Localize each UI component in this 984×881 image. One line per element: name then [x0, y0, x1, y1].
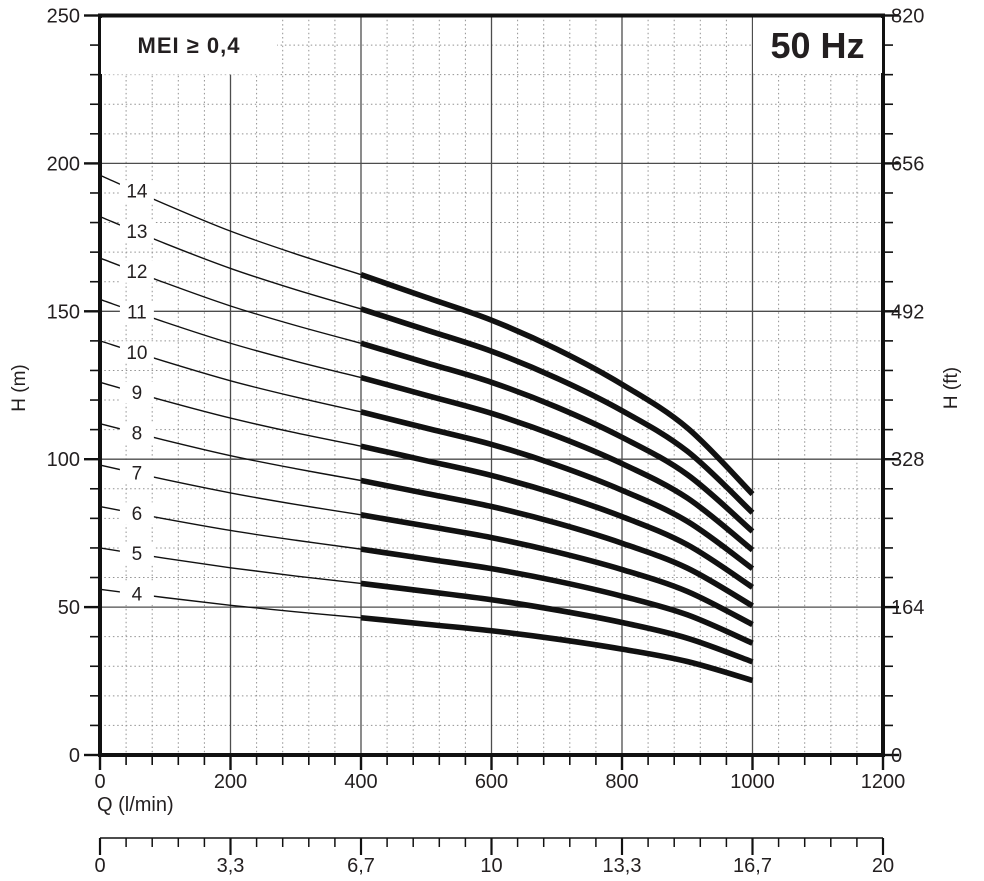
curve-5-stages-duty: [360, 580, 754, 665]
svg-text:13: 13: [126, 222, 147, 243]
svg-text:3,3: 3,3: [217, 855, 245, 877]
svg-text:10: 10: [126, 343, 147, 364]
svg-text:50: 50: [58, 597, 80, 619]
svg-text:9: 9: [132, 383, 143, 404]
curve-11-stages-duty: [360, 374, 755, 553]
svg-text:250: 250: [47, 6, 80, 28]
axis-ticks: [84, 14, 899, 770]
curve-10-stages-duty: [360, 409, 755, 571]
svg-text:200: 200: [47, 153, 80, 175]
svg-text:14: 14: [126, 182, 148, 203]
tick-labels: 0 50 100 150 200 250 0 164 328 492 656 820 0 200 400 60…: [47, 6, 925, 794]
svg-text:0: 0: [891, 745, 902, 767]
svg-text:0: 0: [69, 745, 80, 767]
svg-text:13,3: 13,3: [603, 855, 642, 877]
svg-text:164: 164: [891, 597, 924, 619]
svg-text:492: 492: [891, 301, 924, 323]
svg-text:1200: 1200: [861, 771, 906, 793]
curve-7-stages-duty: [360, 512, 754, 628]
curve-14-stages-duty: [360, 271, 755, 497]
curve-13-stages-duty: [360, 306, 755, 515]
y-axis-label-right: H (ft): [941, 366, 962, 410]
x-axis-secondary: 0 3,3 6,7 10 13,3 16,7 20: [94, 837, 894, 877]
svg-text:5: 5: [132, 544, 143, 565]
curve-9-stages-duty: [360, 443, 755, 590]
grid-major: [100, 15, 883, 755]
svg-text:7: 7: [132, 464, 143, 485]
curve-12-stages-duty: [360, 340, 755, 534]
svg-text:1000: 1000: [730, 771, 775, 793]
svg-text:200: 200: [214, 771, 247, 793]
mei-rating-label: MEI ≥ 0,4: [101, 18, 277, 74]
svg-text:11: 11: [127, 303, 147, 324]
svg-text:6: 6: [132, 504, 143, 525]
svg-text:12: 12: [126, 262, 147, 283]
svg-text:20: 20: [872, 855, 894, 877]
svg-text:600: 600: [475, 771, 508, 793]
curve-8-stages-duty: [360, 477, 754, 609]
svg-text:400: 400: [344, 771, 377, 793]
svg-text:8: 8: [132, 423, 143, 444]
svg-text:10: 10: [480, 855, 502, 877]
svg-text:800: 800: [605, 771, 638, 793]
curve-4-stages-duty: [360, 614, 754, 684]
svg-text:0: 0: [94, 855, 105, 877]
svg-text:6,7: 6,7: [347, 855, 375, 877]
svg-text:328: 328: [891, 449, 924, 471]
svg-text:4: 4: [132, 584, 143, 605]
x-axis-label: Q (l/min): [97, 794, 174, 816]
pump-curves: [99, 174, 755, 684]
y-axis-label-left: H (m): [9, 364, 30, 412]
curve-6-stages-duty: [360, 546, 754, 646]
svg-text:150: 150: [47, 301, 80, 323]
svg-text:16,7: 16,7: [733, 855, 772, 877]
svg-text:656: 656: [891, 153, 924, 175]
mei-rating-text: MEI ≥ 0,4: [137, 33, 241, 58]
svg-text:0: 0: [94, 771, 105, 793]
curve-stage-labels: 4 5 6 7 8 9 10 11 12 13 14: [119, 180, 154, 605]
svg-text:820: 820: [891, 6, 924, 28]
frequency-badge: 50 Hz: [753, 18, 882, 73]
svg-text:100: 100: [47, 449, 80, 471]
frequency-text: 50 Hz: [770, 24, 865, 66]
plot-frame: [98, 13, 885, 757]
